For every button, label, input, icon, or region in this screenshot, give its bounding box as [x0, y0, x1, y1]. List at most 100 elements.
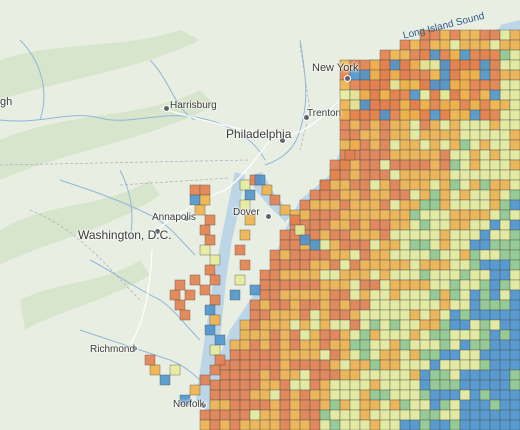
grid-cell	[419, 199, 431, 211]
grid-cell	[259, 279, 271, 291]
grid-cell	[269, 359, 281, 371]
grid-cell	[449, 239, 461, 251]
grid-cell	[499, 39, 511, 51]
grid-cell	[419, 119, 431, 131]
grid-cell	[259, 269, 271, 281]
grid-cell	[499, 389, 511, 401]
grid-cell	[329, 159, 341, 171]
grid-cell	[509, 69, 520, 81]
grid-cell	[349, 89, 361, 101]
grid-cell	[279, 369, 291, 381]
grid-cell	[339, 229, 351, 241]
grid-cell	[299, 389, 311, 401]
grid-cell	[429, 169, 441, 181]
grid-cell	[219, 419, 231, 430]
grid-cell	[459, 269, 471, 281]
grid-cell	[499, 199, 511, 211]
grid-cell	[329, 219, 341, 231]
grid-cell	[309, 259, 321, 271]
grid-cell	[349, 229, 361, 241]
grid-cell	[319, 399, 331, 411]
grid-cell	[509, 29, 520, 41]
grid-cell	[379, 149, 391, 161]
grid-cell	[239, 319, 251, 331]
grid-cell	[299, 409, 311, 421]
grid-cell	[429, 69, 441, 81]
grid-cell	[379, 169, 391, 181]
grid-cell	[389, 79, 401, 91]
grid-cell	[319, 259, 331, 271]
grid-cell	[439, 59, 451, 71]
grid-cell	[349, 409, 361, 421]
grid-cell	[499, 299, 511, 311]
grid-cell	[279, 419, 291, 430]
grid-cell	[349, 199, 361, 211]
grid-cell	[359, 259, 371, 271]
grid-cell	[379, 129, 391, 141]
grid-cell	[279, 319, 291, 331]
grid-cell	[359, 219, 371, 231]
grid-cell	[399, 239, 411, 251]
grid-cell	[509, 179, 520, 191]
grid-cell	[269, 289, 281, 301]
grid-cell	[469, 399, 481, 411]
grid-cell	[439, 79, 451, 91]
grid-cell	[409, 269, 421, 281]
grid-cell	[339, 139, 351, 151]
grid-cell	[239, 409, 251, 421]
grid-cell	[329, 369, 341, 381]
grid-cell	[469, 139, 481, 151]
grid-cell	[439, 259, 451, 271]
grid-cell	[469, 269, 481, 281]
grid-cell	[419, 149, 431, 161]
grid-cell	[329, 329, 341, 341]
grid-cell	[239, 229, 251, 241]
grid-cell	[339, 239, 351, 251]
grid-cell	[249, 419, 261, 430]
grid-cell	[319, 269, 331, 281]
grid-cell	[399, 99, 411, 111]
grid-cell	[449, 409, 461, 421]
grid-cell	[449, 69, 461, 81]
grid-cell	[349, 309, 361, 321]
grid-cell	[249, 369, 261, 381]
grid-cell	[509, 339, 520, 351]
city-marker-new-york	[344, 75, 351, 82]
grid-cell	[479, 49, 491, 61]
grid-cell	[199, 224, 211, 236]
grid-cell	[399, 279, 411, 291]
grid-cell	[329, 389, 341, 401]
grid-cell	[449, 209, 461, 221]
grid-cell	[359, 269, 371, 281]
grid-cell	[339, 299, 351, 311]
grid-cell	[329, 239, 341, 251]
grid-cell	[299, 399, 311, 411]
grid-cell	[479, 289, 491, 301]
grid-cell	[309, 359, 321, 371]
grid-cell	[289, 299, 301, 311]
grid-cell	[409, 329, 421, 341]
grid-cell	[439, 179, 451, 191]
grid-cell	[189, 194, 201, 206]
grid-cell	[449, 79, 461, 91]
grid-cell	[239, 379, 251, 391]
grid-cell	[499, 359, 511, 371]
grid-cell	[479, 309, 491, 321]
grid-cell	[439, 219, 451, 231]
grid-cell	[184, 289, 196, 301]
grid-cell	[279, 399, 291, 411]
grid-cell	[359, 329, 371, 341]
grid-cell	[399, 369, 411, 381]
grid-cell	[329, 339, 341, 351]
grid-cell	[319, 229, 331, 241]
grid-cell	[399, 179, 411, 191]
grid-cell	[319, 309, 331, 321]
grid-cell	[319, 419, 331, 430]
grid-cell	[499, 379, 511, 391]
grid-cell	[209, 314, 221, 326]
grid-cell	[349, 379, 361, 391]
grid-cell	[479, 119, 491, 131]
grid-cell	[189, 384, 201, 396]
grid-cell	[289, 349, 301, 361]
